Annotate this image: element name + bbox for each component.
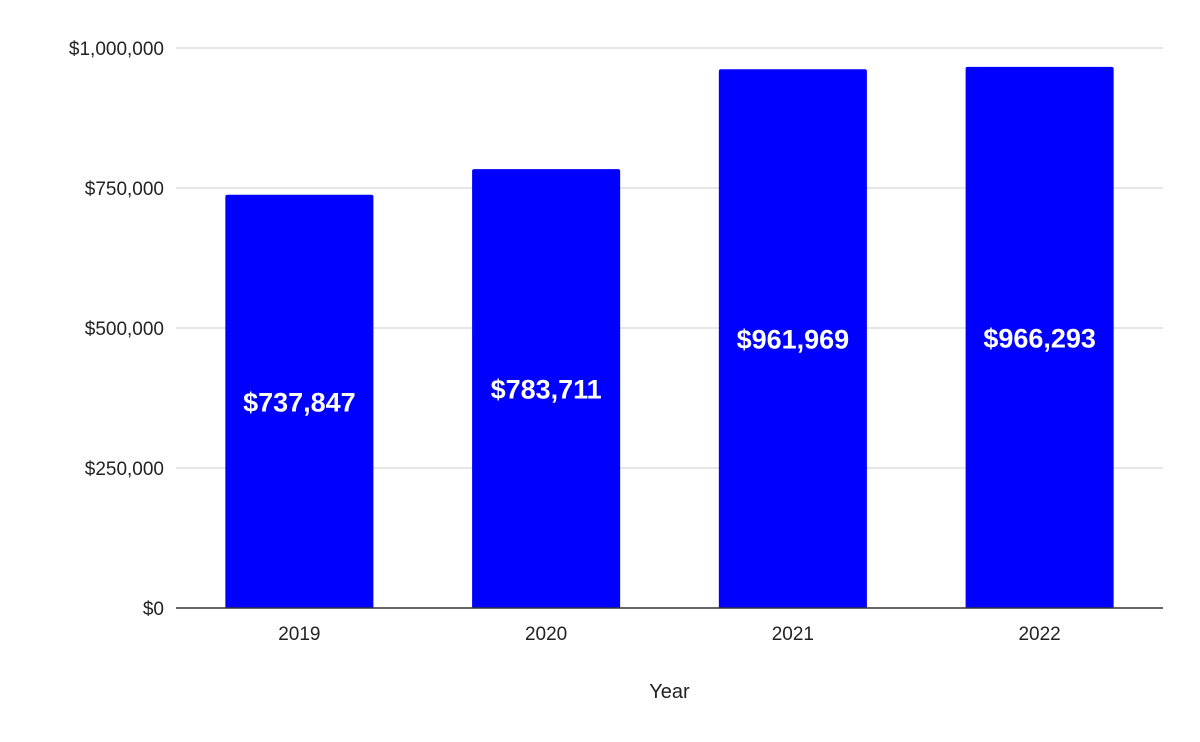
bar-2022 xyxy=(965,66,1114,609)
x-axis-title: Year xyxy=(649,681,690,703)
data-label-2021: $961,969 xyxy=(737,325,850,355)
data-label-2022: $966,293 xyxy=(983,323,1096,353)
y-tick-label: $0 xyxy=(143,599,164,620)
x-tick-label-2019: 2019 xyxy=(278,624,320,645)
data-label-2019: $737,847 xyxy=(243,387,356,417)
y-tick-label: $1,000,000 xyxy=(69,39,164,60)
bar-2019 xyxy=(225,194,374,609)
bars xyxy=(225,66,1114,609)
x-axis-tick-labels: 2019 2020 2021 2022 xyxy=(278,624,1061,645)
y-tick-label: $250,000 xyxy=(85,459,164,480)
y-tick-label: $500,000 xyxy=(85,319,164,340)
x-tick-label-2022: 2022 xyxy=(1018,624,1060,645)
x-tick-label-2021: 2021 xyxy=(772,624,814,645)
y-tick-label: $750,000 xyxy=(85,179,164,200)
y-axis-tick-labels: $0 $250,000 $500,000 $750,000 $1,000,000 xyxy=(69,39,164,620)
bar-2020 xyxy=(472,169,621,609)
bar-data-labels: $737,847 $783,711 $961,969 $966,293 xyxy=(243,323,1096,417)
x-tick-label-2020: 2020 xyxy=(525,624,567,645)
bar-2021 xyxy=(718,69,867,608)
data-label-2020: $783,711 xyxy=(491,375,602,405)
